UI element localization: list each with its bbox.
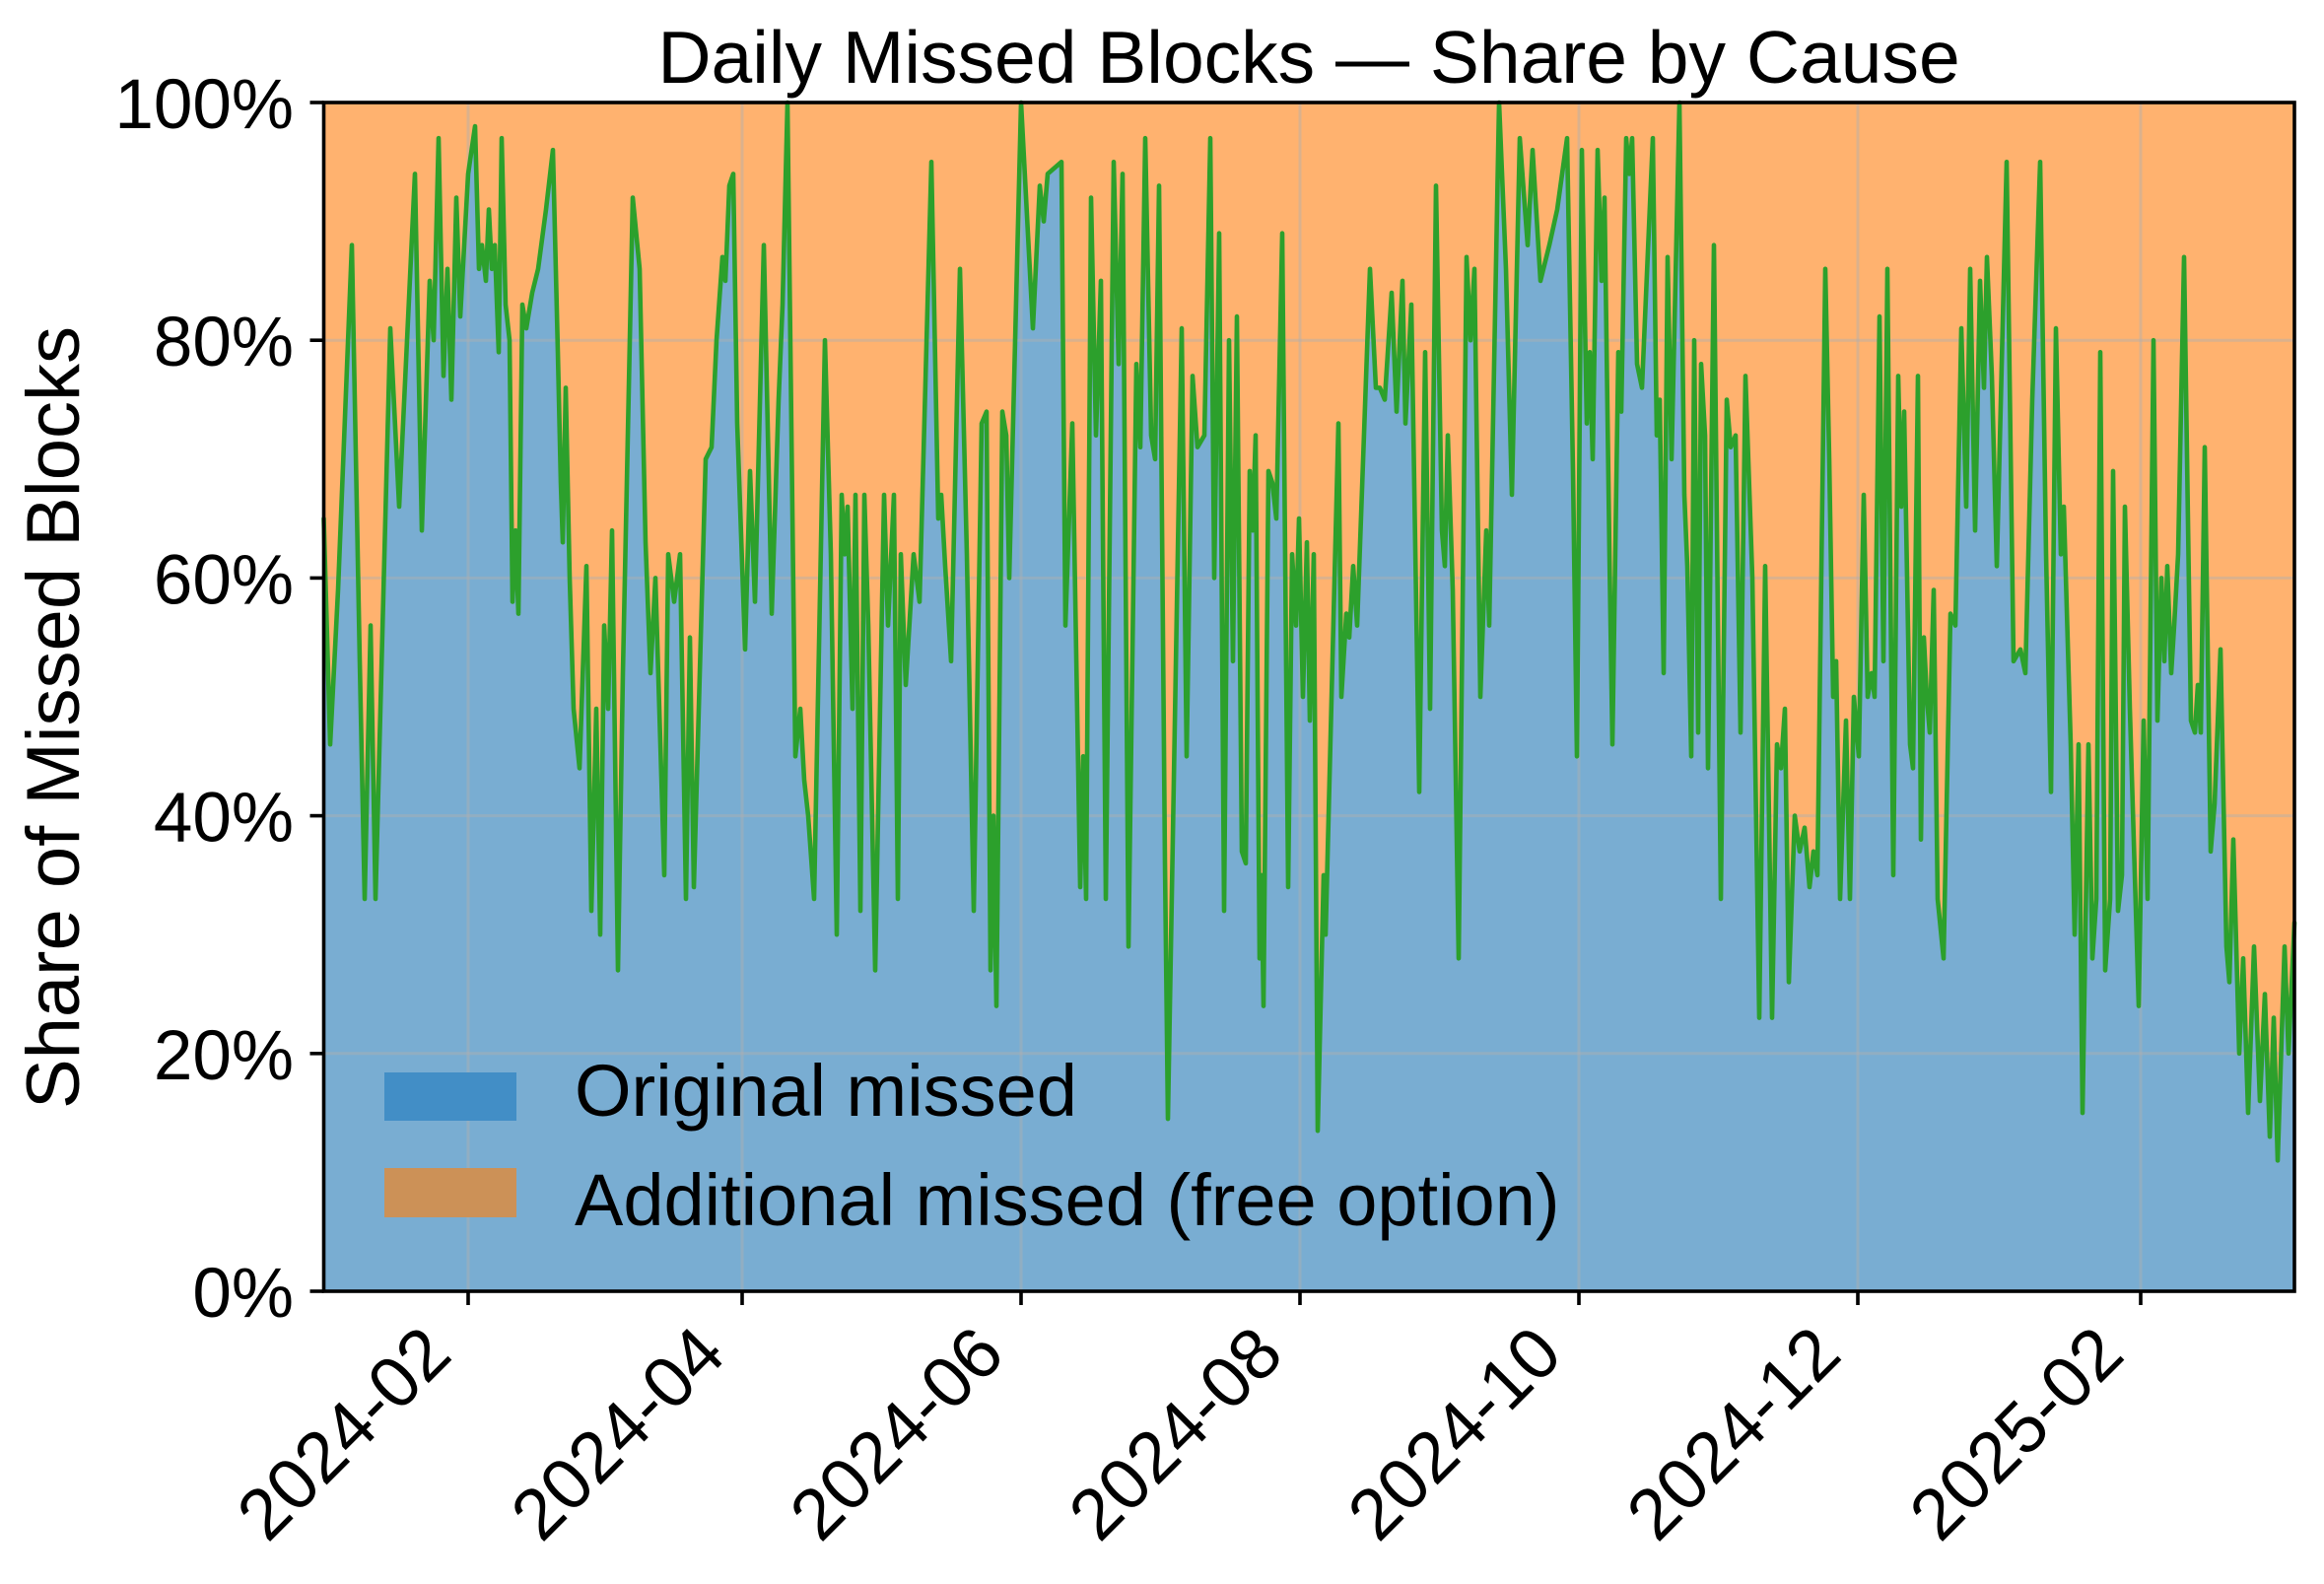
svg-text:0%: 0% xyxy=(192,1255,294,1333)
svg-text:100%: 100% xyxy=(114,66,294,144)
svg-text:20%: 20% xyxy=(154,1017,294,1095)
svg-text:80%: 80% xyxy=(154,304,294,381)
svg-text:Original missed: Original missed xyxy=(575,1050,1077,1132)
svg-text:Daily Missed Blocks — Share by: Daily Missed Blocks — Share by Cause xyxy=(657,16,1959,99)
svg-text:60%: 60% xyxy=(154,541,294,619)
svg-text:40%: 40% xyxy=(154,780,294,858)
svg-text:Additional missed (free option: Additional missed (free option) xyxy=(575,1159,1560,1241)
svg-text:Share of Missed Blocks: Share of Missed Blocks xyxy=(12,326,96,1109)
